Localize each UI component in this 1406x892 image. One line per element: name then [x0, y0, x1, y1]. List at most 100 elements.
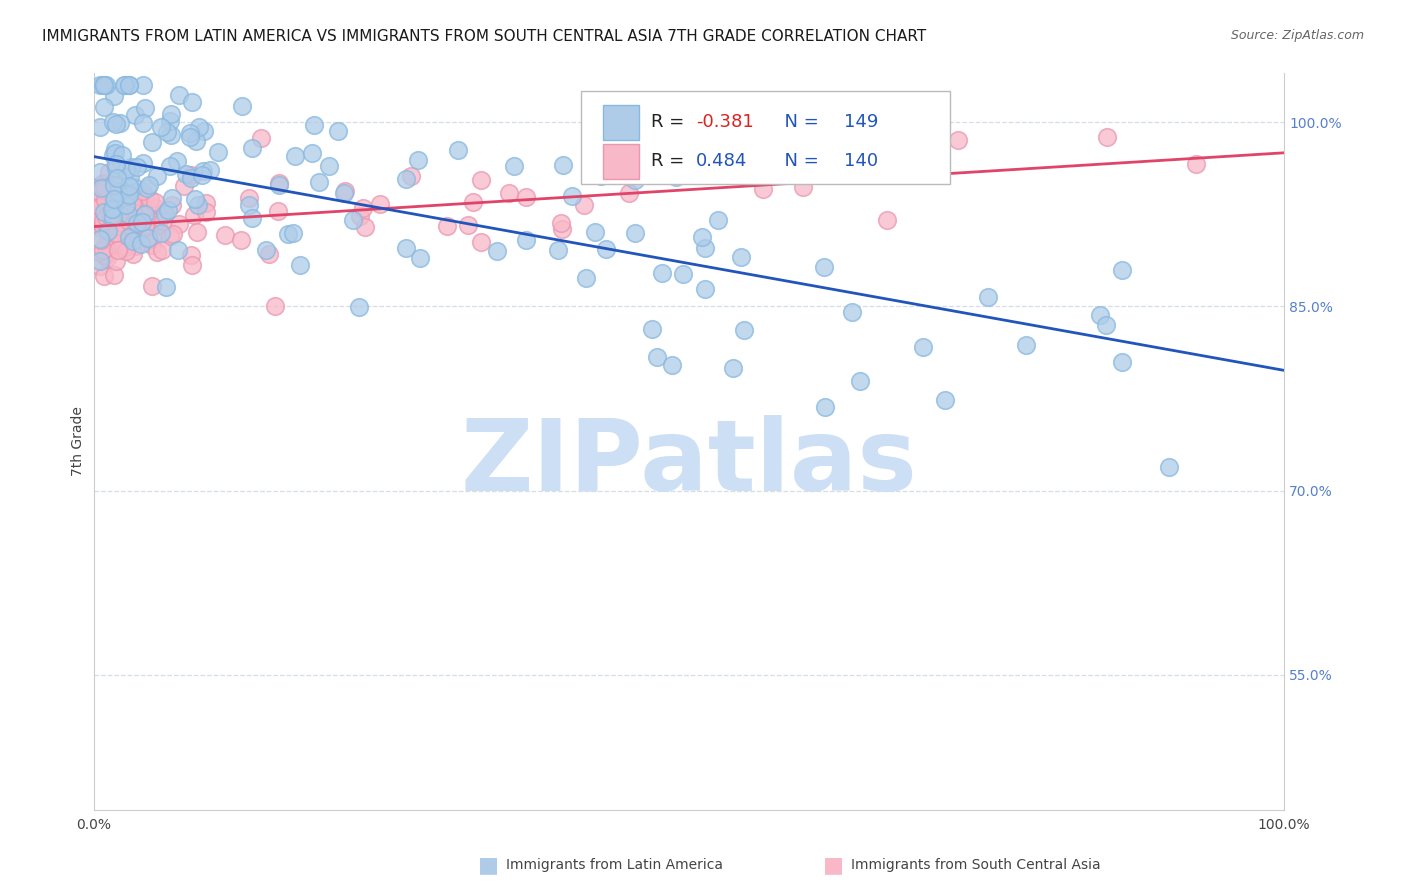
- Point: [167, 88, 190, 103]
- Point: [118, 213, 141, 227]
- Point: [121, 216, 143, 230]
- Point: [238, 191, 260, 205]
- Point: [301, 145, 323, 160]
- Point: [93, 204, 115, 219]
- Point: [122, 198, 145, 212]
- Point: [89, 259, 111, 273]
- Point: [118, 78, 141, 93]
- Point: [107, 207, 129, 221]
- Point: [264, 300, 287, 314]
- Point: [93, 179, 115, 194]
- Point: [107, 184, 129, 198]
- Point: [98, 232, 121, 246]
- Point: [198, 163, 221, 178]
- Point: [671, 267, 693, 281]
- Point: [150, 120, 173, 135]
- Point: [118, 230, 141, 244]
- Point: [90, 181, 112, 195]
- Point: [141, 237, 163, 252]
- Point: [561, 188, 583, 202]
- Point: [302, 118, 325, 132]
- Point: [814, 400, 837, 414]
- Point: [114, 212, 136, 227]
- Point: [128, 218, 150, 232]
- Point: [134, 208, 156, 222]
- Point: [190, 168, 212, 182]
- Text: ZIPatlas: ZIPatlas: [460, 415, 917, 512]
- Point: [583, 225, 606, 239]
- Point: [277, 227, 299, 242]
- Point: [117, 207, 139, 221]
- Point: [107, 178, 129, 192]
- Point: [399, 169, 422, 183]
- Point: [122, 204, 145, 219]
- Point: [623, 172, 645, 186]
- Point: [94, 238, 117, 252]
- Point: [108, 240, 131, 254]
- Point: [179, 126, 201, 140]
- Point: [551, 222, 574, 236]
- Point: [101, 115, 124, 129]
- Point: [186, 134, 208, 148]
- Point: [693, 281, 716, 295]
- Point: [693, 241, 716, 255]
- Point: [617, 169, 640, 184]
- Point: [1095, 130, 1118, 145]
- Point: [127, 227, 149, 242]
- Point: [146, 218, 169, 232]
- Point: [104, 142, 127, 156]
- Point: [641, 321, 664, 335]
- Point: [107, 170, 129, 185]
- Point: [162, 227, 184, 242]
- Point: [97, 209, 120, 223]
- Point: [143, 212, 166, 227]
- Point: [134, 209, 156, 223]
- Point: [134, 190, 156, 204]
- Point: [194, 195, 217, 210]
- Point: [318, 159, 340, 173]
- Point: [96, 224, 118, 238]
- Point: [132, 78, 155, 93]
- Point: [250, 131, 273, 145]
- Point: [89, 185, 111, 199]
- Point: [550, 215, 572, 229]
- Point: [187, 197, 209, 211]
- Point: [283, 226, 305, 240]
- Point: [132, 116, 155, 130]
- Point: [266, 204, 288, 219]
- Point: [89, 244, 111, 259]
- Point: [139, 192, 162, 206]
- Point: [93, 248, 115, 262]
- Point: [118, 169, 141, 184]
- Point: [125, 238, 148, 252]
- Point: [167, 243, 190, 257]
- Point: [166, 153, 188, 168]
- Point: [89, 221, 111, 235]
- Point: [354, 220, 377, 235]
- Point: [104, 157, 127, 171]
- Point: [690, 230, 713, 244]
- Point: [117, 221, 139, 235]
- Point: [572, 197, 595, 211]
- Point: [349, 209, 371, 223]
- Point: [485, 244, 508, 259]
- Point: [813, 260, 835, 274]
- Point: [93, 100, 115, 114]
- Point: [103, 220, 125, 235]
- Point: [191, 164, 214, 178]
- Point: [231, 233, 253, 247]
- Point: [111, 147, 134, 161]
- Point: [849, 375, 872, 389]
- Point: [103, 202, 125, 216]
- Point: [730, 250, 752, 264]
- Point: [121, 221, 143, 235]
- Text: R =: R =: [651, 113, 689, 131]
- Point: [181, 95, 204, 110]
- Point: [238, 198, 260, 212]
- Point: [143, 194, 166, 209]
- Point: [142, 215, 165, 229]
- Point: [342, 213, 364, 227]
- Point: [333, 184, 356, 198]
- Point: [159, 159, 181, 173]
- Point: [132, 217, 155, 231]
